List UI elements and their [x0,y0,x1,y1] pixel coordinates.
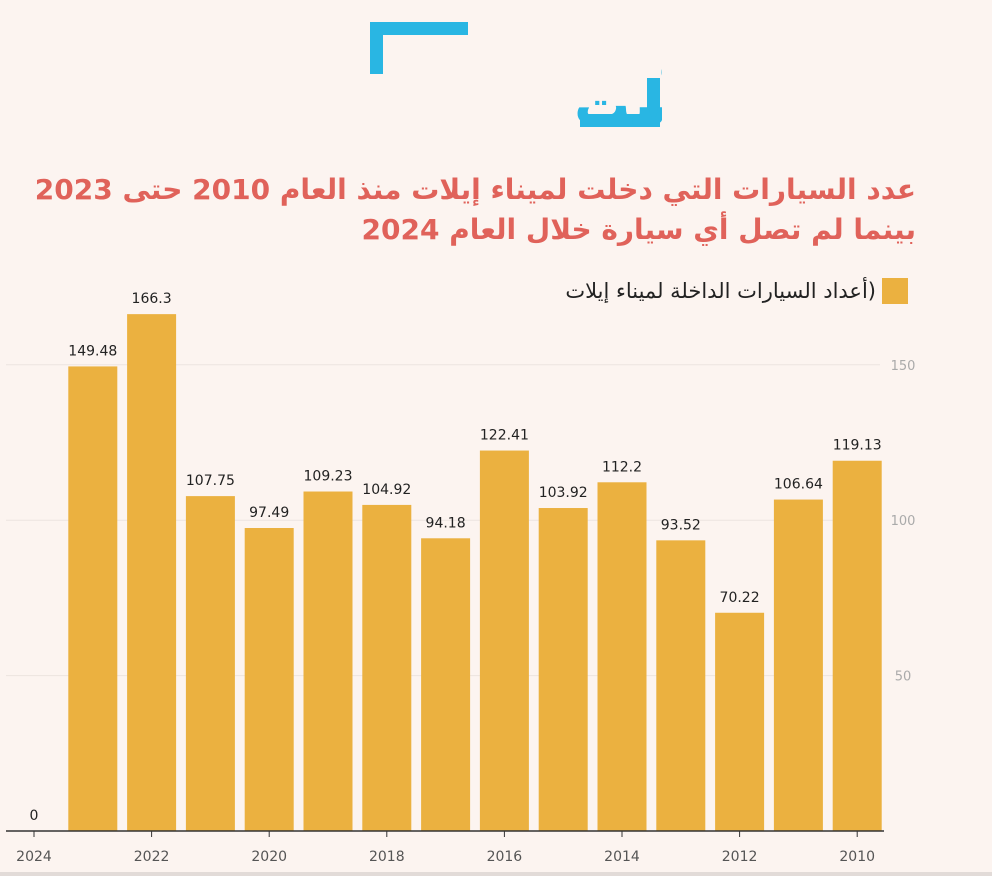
value-label-2017: 94.18 [426,515,466,531]
x-tick-label: 2016 [487,849,523,865]
legend-label: (أعداد السيارات الداخلة لميناء إيلات [565,279,876,303]
bar-2015 [538,508,588,831]
value-label-2014: 112.2 [602,459,642,475]
bar-2022 [127,314,177,831]
x-tick-label: 2014 [604,849,640,865]
value-label-2019: 109.23 [304,469,353,485]
value-label-2023: 149.48 [68,343,117,359]
bar-2019 [303,491,353,831]
value-label-2022: 166.3 [132,291,172,307]
bar-2012 [715,612,765,831]
value-label-2021: 107.75 [186,473,235,489]
chart-title: عدد السيارات التي دخلت لميناء إيلات منذ … [34,170,916,250]
value-label-2016: 122.41 [480,428,529,444]
bottom-border [0,872,992,876]
y-tick-label: 100 [891,514,916,529]
bar-2010 [832,460,882,831]
value-label-2015: 103.92 [539,485,588,501]
chart-title-line-1: عدد السيارات التي دخلت لميناء إيلات منذ … [34,173,916,206]
bar-2023 [68,366,118,831]
x-tick-label: 2020 [251,849,287,865]
y-tick-label: 150 [891,359,916,374]
value-label-2012: 70.22 [720,590,760,606]
svg-text:بوست: بوست [574,73,662,130]
svg-text:عربي: عربي [658,25,662,90]
value-label-2010: 119.13 [833,438,882,454]
bar-2021 [185,496,235,831]
bar-2013 [656,540,706,831]
value-label-2020: 97.49 [249,505,289,521]
x-tick-label: 2024 [16,849,52,865]
value-label-2013: 93.52 [661,517,701,533]
x-tick-label: 2018 [369,849,405,865]
arabi-post-logo: عربي بوست [370,22,662,130]
bar-2020 [244,528,294,831]
y-tick-label: 50 [895,670,912,685]
value-label-2011: 106.64 [774,477,823,493]
legend-swatch [882,278,908,304]
legend: (أعداد السيارات الداخلة لميناء إيلات [565,278,908,304]
bar-2011 [773,499,823,831]
x-tick-label: 2010 [839,849,875,865]
bar-2017 [421,538,471,831]
bar-2014 [597,482,647,831]
x-tick-label: 2012 [722,849,758,865]
bar-2016 [479,450,529,831]
chart-title-line-2: بينما لم تصل أي سيارة خلال العام 2024 [361,213,916,246]
value-label-2024: 0 [30,808,39,824]
bar-2018 [362,504,412,831]
x-tick-label: 2022 [134,849,170,865]
value-label-2018: 104.92 [362,482,411,498]
